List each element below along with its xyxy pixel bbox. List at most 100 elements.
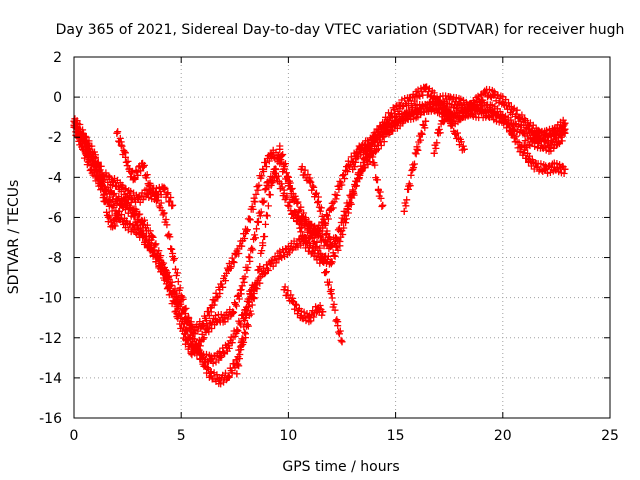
data-point bbox=[537, 141, 545, 149]
data-point bbox=[327, 205, 335, 213]
data-point bbox=[182, 314, 189, 322]
data-point bbox=[488, 105, 496, 113]
data-point bbox=[242, 314, 249, 322]
y-axis-label: SDTVAR / TECUs bbox=[6, 180, 22, 295]
data-point bbox=[516, 113, 524, 121]
data-point bbox=[417, 129, 425, 137]
series-fragment-e bbox=[400, 117, 430, 215]
data-point bbox=[338, 338, 346, 346]
data-point bbox=[405, 97, 412, 105]
data-point bbox=[482, 89, 490, 97]
data-point bbox=[302, 218, 310, 225]
x-tick-label: 15 bbox=[387, 428, 405, 444]
data-point bbox=[242, 330, 249, 338]
data-point bbox=[250, 197, 258, 205]
data-point bbox=[413, 109, 421, 117]
series-markers bbox=[400, 117, 430, 215]
data-point bbox=[499, 113, 507, 121]
data-point bbox=[160, 185, 168, 193]
series-markers bbox=[70, 119, 346, 388]
data-point bbox=[319, 254, 327, 262]
data-point bbox=[130, 205, 138, 213]
data-point bbox=[87, 165, 95, 173]
data-point bbox=[130, 226, 138, 233]
data-point bbox=[85, 141, 93, 149]
data-point bbox=[284, 246, 292, 253]
data-point bbox=[203, 326, 211, 334]
x-tick-label: 0 bbox=[70, 428, 79, 444]
data-point bbox=[104, 213, 112, 221]
data-point bbox=[233, 250, 241, 257]
data-point bbox=[550, 163, 558, 171]
data-points bbox=[70, 83, 569, 388]
data-point bbox=[259, 270, 267, 278]
data-point bbox=[293, 240, 301, 247]
data-point bbox=[362, 153, 370, 161]
data-point bbox=[117, 183, 125, 191]
data-point bbox=[445, 95, 453, 103]
data-point bbox=[314, 304, 322, 312]
y-tick-label: 2 bbox=[53, 50, 62, 66]
data-point bbox=[349, 165, 357, 173]
data-point bbox=[379, 201, 387, 209]
y-tick-label: -6 bbox=[48, 210, 62, 226]
data-point bbox=[233, 370, 241, 378]
data-point bbox=[430, 149, 438, 157]
data-point bbox=[289, 298, 297, 306]
data-point bbox=[276, 145, 284, 153]
data-point bbox=[525, 121, 532, 129]
data-point bbox=[207, 372, 215, 380]
y-tick-label: -4 bbox=[48, 170, 62, 186]
x-tick-label: 5 bbox=[177, 428, 186, 444]
data-point bbox=[164, 274, 172, 282]
data-point bbox=[194, 348, 202, 356]
data-point bbox=[147, 232, 155, 239]
data-point bbox=[402, 113, 410, 121]
x-tick-label: 10 bbox=[279, 428, 297, 444]
data-point bbox=[353, 177, 361, 185]
data-point bbox=[207, 356, 215, 364]
data-point bbox=[259, 242, 267, 249]
data-point bbox=[216, 286, 224, 294]
data-point bbox=[100, 193, 108, 201]
data-point bbox=[456, 99, 464, 107]
data-point bbox=[130, 173, 138, 181]
data-point bbox=[126, 191, 134, 199]
data-point bbox=[246, 254, 254, 262]
data-point bbox=[443, 109, 451, 117]
data-point bbox=[546, 143, 554, 151]
data-point bbox=[100, 171, 108, 179]
data-point bbox=[160, 209, 168, 217]
data-point bbox=[139, 232, 147, 239]
axis-ticks: 0 5 10 15 20 25 -16 -14 -12 -10 -8 -6 -4 -2 0 2 bbox=[39, 50, 619, 444]
data-point bbox=[430, 93, 438, 101]
data-point bbox=[561, 119, 569, 127]
data-point bbox=[379, 121, 387, 129]
data-point bbox=[516, 143, 524, 151]
data-point bbox=[507, 105, 515, 113]
series-track-3 bbox=[70, 119, 346, 388]
data-point bbox=[327, 258, 335, 266]
data-point bbox=[224, 266, 232, 274]
data-point bbox=[422, 85, 430, 93]
data-point bbox=[276, 155, 284, 163]
data-point bbox=[525, 155, 532, 163]
data-point bbox=[259, 165, 267, 173]
x-tick-label: 20 bbox=[494, 428, 512, 444]
data-point bbox=[507, 127, 515, 135]
data-point bbox=[392, 121, 400, 129]
series-fragment-c bbox=[233, 281, 258, 378]
data-point bbox=[173, 294, 181, 302]
data-point bbox=[362, 141, 370, 149]
series-track-4 bbox=[72, 83, 569, 337]
data-point bbox=[387, 109, 395, 117]
data-point bbox=[336, 181, 344, 189]
data-point bbox=[117, 141, 125, 149]
data-point bbox=[555, 137, 562, 145]
data-point bbox=[355, 145, 363, 153]
data-point bbox=[293, 199, 301, 207]
data-point bbox=[297, 165, 305, 173]
data-point bbox=[237, 286, 245, 294]
chart-title: Day 365 of 2021, Sidereal Day-to-day VTE… bbox=[56, 22, 625, 38]
